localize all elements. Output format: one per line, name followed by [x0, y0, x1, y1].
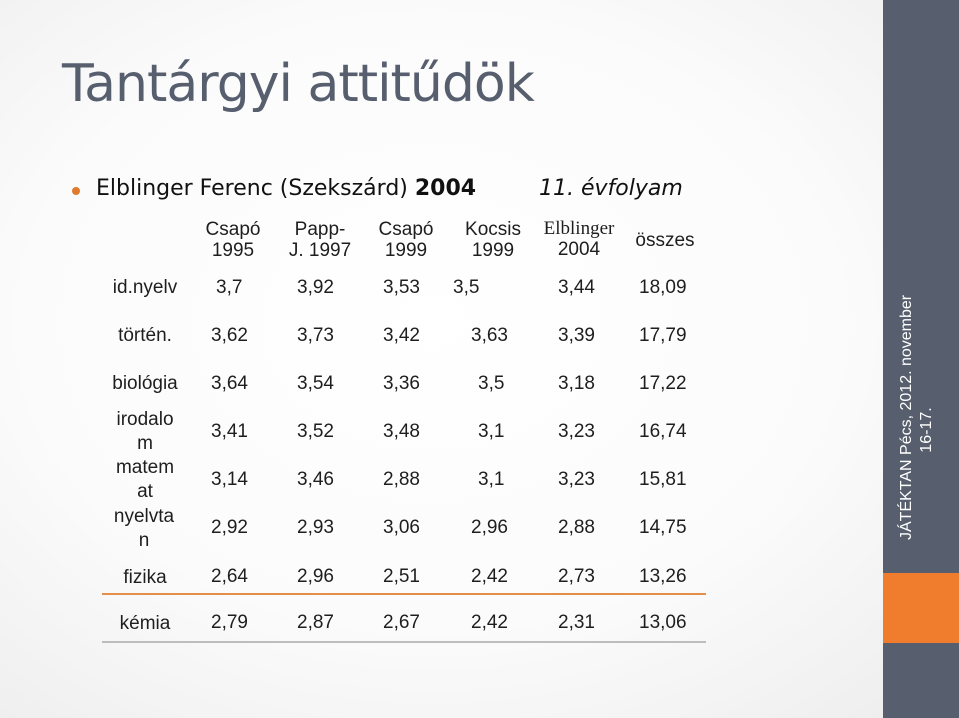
- bullet-year: 2004: [414, 176, 477, 201]
- cell: 3,42: [383, 325, 420, 346]
- cell: 3,41: [211, 421, 248, 442]
- cell: 3,92: [297, 277, 334, 298]
- row-label-4: irodalo m: [116, 409, 174, 454]
- col-header-2-line1: Papp-: [294, 219, 346, 240]
- sidebar-event-line2: 16-17.: [918, 407, 935, 453]
- cell: 3,48: [383, 421, 420, 442]
- cell: 15,81: [639, 469, 687, 490]
- cell: 13,26: [639, 566, 687, 587]
- cell: 2,93: [297, 517, 334, 538]
- cell: 2,96: [471, 517, 508, 538]
- cell: 17,22: [639, 373, 687, 394]
- cell: 18,09: [639, 277, 687, 298]
- row-label-8: kémia: [119, 613, 171, 634]
- col-header-1: Csapó 1995: [195, 219, 271, 261]
- cell: 2,64: [211, 566, 248, 587]
- cell: 2,42: [471, 566, 508, 587]
- cell: 3,5: [478, 373, 505, 394]
- cell: 13,06: [639, 612, 687, 633]
- table-divider-bottom: [102, 641, 706, 643]
- row-label-2: történ.: [118, 325, 172, 346]
- col-header-2: Papp- J. 1997: [280, 219, 360, 261]
- col-header-4: Kocsis 1999: [453, 219, 533, 261]
- cell: 3,39: [558, 325, 595, 346]
- cell: 3,53: [383, 277, 420, 298]
- cell: 16,74: [639, 421, 687, 442]
- cell: 3,64: [211, 373, 248, 394]
- cell: 3,5: [453, 277, 480, 298]
- cell: 3,1: [478, 469, 505, 490]
- col-header-4-line1: Kocsis: [465, 219, 521, 240]
- col-header-5: Elblinger 2004: [532, 218, 626, 260]
- col-header-3-line1: Csapó: [378, 219, 434, 240]
- row-label-3: biológia: [112, 373, 178, 394]
- cell: 3,46: [297, 469, 334, 490]
- row-label-5: matem at: [115, 457, 175, 502]
- cell: 3,54: [297, 373, 334, 394]
- cell: 2,73: [558, 566, 595, 587]
- cell: 3,36: [383, 373, 420, 394]
- row-label-7: fizika: [123, 567, 167, 588]
- sidebar-accent-block: [883, 573, 959, 643]
- slide-title: Tantárgyi attitűdök: [62, 54, 535, 114]
- cell: 3,7: [216, 277, 243, 298]
- cell: 3,1: [478, 421, 505, 442]
- cell: 2,51: [383, 566, 420, 587]
- cell: 17,79: [639, 325, 687, 346]
- col-header-3-line2: 1999: [384, 240, 428, 261]
- cell: 2,92: [211, 517, 248, 538]
- col-header-6-line1: összes: [635, 230, 695, 251]
- col-header-1-line1: Csapó: [205, 219, 261, 240]
- cell: 2,79: [211, 612, 248, 633]
- row-label-1: id.nyelv: [112, 277, 178, 298]
- cell: 3,23: [558, 469, 595, 490]
- cell: 3,63: [471, 325, 508, 346]
- cell: 2,96: [297, 566, 334, 587]
- cell: 3,73: [297, 325, 334, 346]
- cell: 2,88: [383, 469, 420, 490]
- cell: 2,87: [297, 612, 334, 633]
- col-header-4-line2: 1999: [471, 240, 515, 261]
- bullet-dot-icon: [72, 187, 80, 195]
- grade-label: 11. évfolyam: [539, 176, 683, 201]
- col-header-1-line2: 1995: [211, 240, 255, 261]
- cell: 2,31: [558, 612, 595, 633]
- col-header-6: összes: [625, 230, 705, 251]
- cell: 3,14: [211, 469, 248, 490]
- col-header-3: Csapó 1999: [368, 219, 444, 261]
- cell: 2,42: [471, 612, 508, 633]
- cell: 3,52: [297, 421, 334, 442]
- bullet-author: Elblinger Ferenc (Szekszárd): [96, 176, 415, 201]
- table-divider-orange: [102, 593, 706, 595]
- bullet-text: Elblinger Ferenc (Szekszárd) 2004: [96, 178, 476, 200]
- cell: 3,18: [558, 373, 595, 394]
- col-header-2-line2: J. 1997: [288, 240, 352, 261]
- col-header-5-line2: 2004: [557, 239, 601, 260]
- cell: 3,62: [211, 325, 248, 346]
- col-header-5-line1: Elblinger: [543, 218, 615, 239]
- sidebar-event-label: JÁTÉKTAN Pécs, 2012. november 16-17.: [897, 294, 937, 540]
- cell: 3,06: [383, 517, 420, 538]
- cell: 3,44: [558, 277, 595, 298]
- cell: 2,88: [558, 517, 595, 538]
- sidebar-event-line1: JÁTÉKTAN Pécs, 2012. november: [898, 294, 915, 540]
- cell: 14,75: [639, 517, 687, 538]
- cell: 3,23: [558, 421, 595, 442]
- row-label-6: nyelvta n: [113, 506, 175, 551]
- cell: 2,67: [383, 612, 420, 633]
